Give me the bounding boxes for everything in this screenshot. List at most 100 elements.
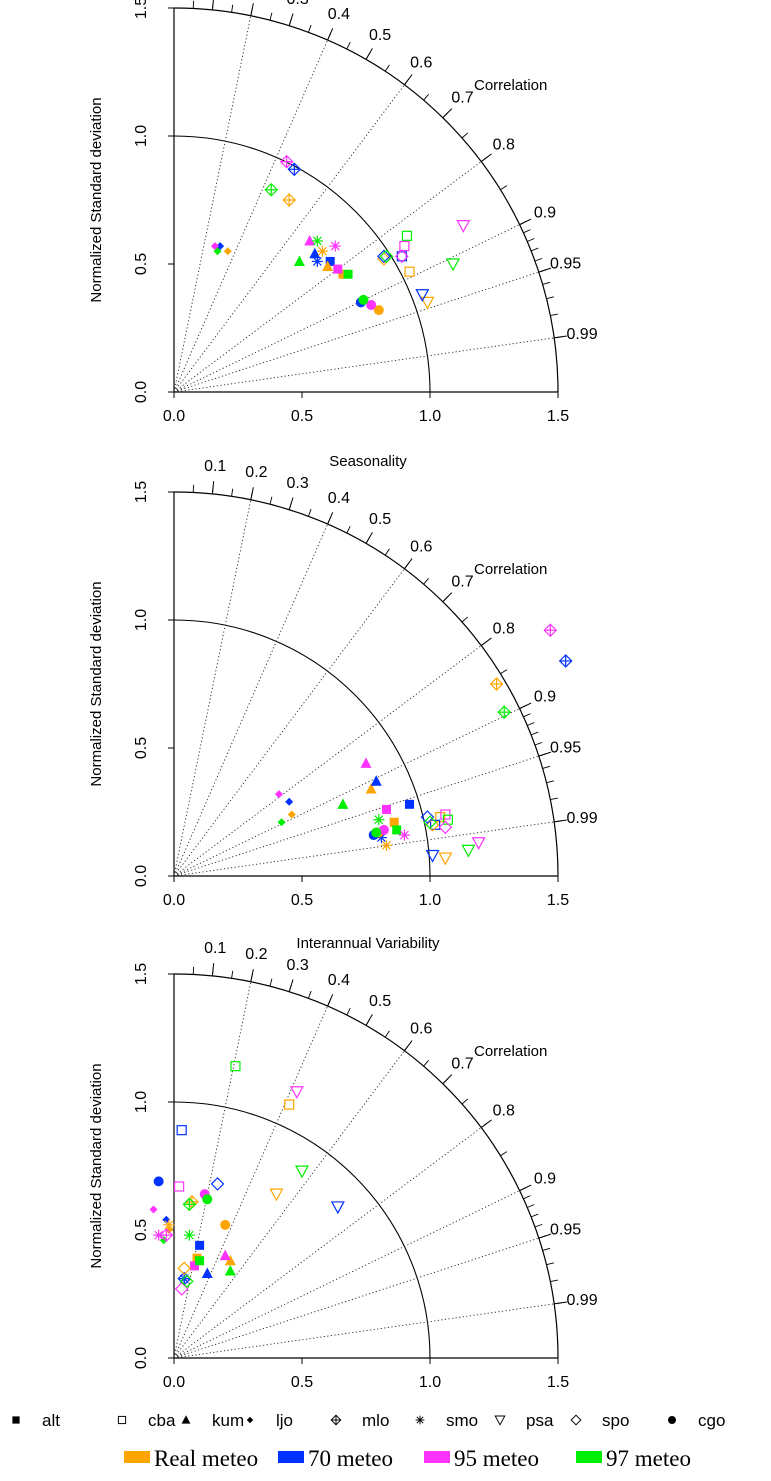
x-tick-label: 0.5 xyxy=(291,1374,313,1391)
correlation-minor-tick xyxy=(423,1060,429,1067)
point-spo-70-meteo xyxy=(377,249,391,264)
point-kum-97-meteo xyxy=(337,798,349,809)
correlation-radial-line xyxy=(173,755,539,877)
correlation-major-tick xyxy=(554,819,567,823)
point-psa-real-meteo xyxy=(420,296,435,310)
point-cba-95-meteo xyxy=(399,240,410,252)
point-cgo-97-meteo xyxy=(371,827,382,838)
correlation-tick-label: 0.8 xyxy=(493,137,515,154)
correlation-minor-tick xyxy=(269,12,273,21)
correlation-tick-label: 0.7 xyxy=(451,1056,473,1073)
point-psa-97-meteo xyxy=(294,1165,310,1179)
correlation-major-tick xyxy=(403,1040,413,1052)
x-tick-label: 0.0 xyxy=(163,408,185,425)
correlation-minor-tick xyxy=(461,1098,469,1105)
point-spo-97-meteo xyxy=(423,815,437,830)
point-smo-95-meteo xyxy=(153,1229,165,1241)
correlation-major-tick xyxy=(554,335,567,339)
point-cgo-95-meteo xyxy=(366,299,377,310)
y-tick-label: 0.0 xyxy=(133,865,150,887)
correlation-major-tick xyxy=(480,1119,492,1128)
legend-series-70-meteo: 70 meteo xyxy=(278,1446,393,1471)
correlation-major-tick xyxy=(211,963,215,976)
point-smo-70-meteo xyxy=(311,255,323,267)
point-mlo-70-meteo xyxy=(558,654,573,668)
point-cgo-97-meteo xyxy=(202,1194,213,1205)
correlation-major-tick xyxy=(403,558,413,570)
correlation-tick-label: 0.95 xyxy=(550,255,581,272)
legend-station-label: psa xyxy=(526,1411,554,1430)
point-cba-95-meteo xyxy=(440,809,451,820)
correlation-tick-label: 0.5 xyxy=(369,511,391,528)
correlation-minor-tick xyxy=(550,1279,558,1283)
point-psa-95-meteo xyxy=(289,1086,304,1100)
point-cba-97-meteo xyxy=(401,230,413,241)
legend-icon-open-down-triangle xyxy=(494,1415,506,1426)
point-cba-real-meteo xyxy=(435,812,446,823)
legend-icon-circle-plus xyxy=(330,1414,342,1426)
correlation-minor-tick xyxy=(423,578,429,585)
correlation-minor-tick xyxy=(542,1247,551,1251)
point-kum-97-meteo xyxy=(224,1264,236,1276)
point-mlo-real-meteo xyxy=(489,677,504,691)
y-axis-label: Normalized Standard deviation xyxy=(88,1063,105,1268)
correlation-radial-line xyxy=(173,1127,482,1359)
correlation-radial-line xyxy=(173,1190,520,1359)
point-mlo-95-meteo xyxy=(543,623,558,638)
taylor-panel-seasonality: Seasonality 0.0 0.5 1.0 1.5 0.0 0.5 1.0 1.5 Norma… xyxy=(88,453,598,909)
y-tick-label: 1.0 xyxy=(133,609,150,631)
point-kum-real-meteo xyxy=(322,260,334,272)
legend-station-ljo: ljo xyxy=(246,1411,293,1430)
correlation-major-tick xyxy=(538,751,552,757)
correlation-minor-tick xyxy=(500,185,508,191)
correlation-minor-tick xyxy=(231,4,234,13)
correlation-major-tick xyxy=(538,267,552,273)
correlation-radial-line xyxy=(173,337,555,393)
legend-station-mlo: mlo xyxy=(330,1411,389,1430)
point-cba-70-meteo xyxy=(430,819,441,830)
correlation-minor-tick xyxy=(523,713,531,718)
chart-title: Interannual Variability xyxy=(296,935,440,952)
correlation-minor-tick xyxy=(546,296,555,300)
correlation-minor-tick xyxy=(500,1151,508,1157)
correlation-tick-label: 0.3 xyxy=(287,0,309,8)
point-smo-real-meteo xyxy=(163,1219,175,1231)
point-spo-70-meteo xyxy=(210,1177,225,1191)
legend-icon-filled-circle xyxy=(668,1416,676,1424)
reference-arc xyxy=(173,135,431,393)
point-psa-70-meteo xyxy=(330,1201,345,1215)
point-cgo-70-meteo xyxy=(153,1176,164,1187)
legend-series-95-meteo: 95 meteo xyxy=(424,1446,539,1471)
correlation-major-tick xyxy=(519,1184,532,1192)
point-ljo-real-meteo xyxy=(223,247,232,256)
correlation-label: Correlation xyxy=(474,1043,547,1060)
point-alt-95-meteo xyxy=(381,804,391,814)
outer-arc xyxy=(173,7,559,393)
correlation-radial-line xyxy=(173,708,520,877)
correlation-minor-tick xyxy=(534,1223,543,1228)
correlation-major-tick xyxy=(288,13,294,26)
correlation-minor-tick xyxy=(527,1204,535,1208)
point-smo-real-meteo xyxy=(316,245,328,257)
legend-icon-open-diamond xyxy=(570,1414,582,1426)
point-alt-95-meteo xyxy=(189,1261,199,1271)
correlation-tick-label: 0.7 xyxy=(451,90,473,107)
correlation-minor-tick xyxy=(542,281,551,285)
correlation-tick-label: 0.4 xyxy=(328,6,350,23)
reference-arc xyxy=(173,619,431,877)
correlation-minor-tick xyxy=(231,970,234,979)
correlation-major-tick xyxy=(250,3,254,16)
correlation-minor-tick xyxy=(346,42,351,50)
point-mlo-real-meteo xyxy=(282,193,297,207)
point-spo-97-meteo xyxy=(179,1274,194,1289)
point-alt-real-meteo xyxy=(389,817,399,827)
y-tick-label: 0.5 xyxy=(133,1219,150,1241)
x-tick-label: 1.0 xyxy=(419,892,441,909)
legend: alt cba kum ljo mlo smo psa spo cgo Real meteo 70… xyxy=(12,1411,725,1471)
correlation-major-tick xyxy=(327,512,334,525)
correlation-tick-label: 0.1 xyxy=(204,940,226,957)
x-tick-label: 1.5 xyxy=(547,408,569,425)
point-spo-real-meteo xyxy=(377,252,391,266)
correlation-major-tick xyxy=(554,1301,567,1305)
correlation-tick-label: 0.5 xyxy=(369,27,391,44)
